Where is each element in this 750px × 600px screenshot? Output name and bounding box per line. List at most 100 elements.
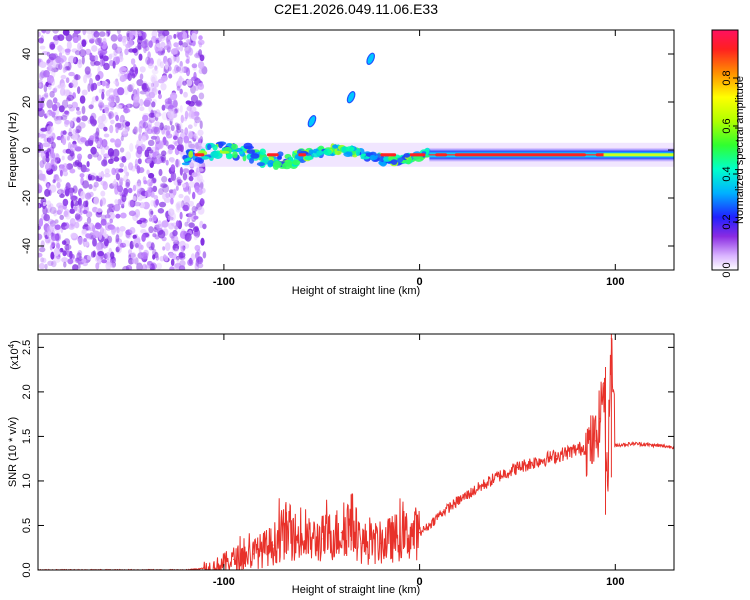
band-blob <box>218 141 224 149</box>
noise-dot <box>187 130 193 140</box>
noise-dot <box>76 252 82 260</box>
noise-dot <box>38 152 41 158</box>
noise-dot <box>117 34 123 42</box>
noise-dot <box>202 251 207 259</box>
noise-dot <box>181 42 189 48</box>
noise-dot <box>166 130 170 136</box>
noise-dot <box>191 172 198 178</box>
band-blob <box>341 146 348 153</box>
noise-dot <box>153 226 158 233</box>
noise-dot <box>90 251 96 258</box>
noise-dot <box>64 188 70 197</box>
noise-dot <box>97 65 101 74</box>
noise-dot <box>79 49 87 58</box>
noise-dot <box>91 45 98 52</box>
noise-dot <box>118 168 124 173</box>
noise-dot <box>39 45 46 50</box>
noise-dot <box>74 221 80 229</box>
noise-dot <box>156 43 162 48</box>
noise-dot <box>104 107 109 114</box>
noise-dot <box>141 82 147 90</box>
noise-dot <box>176 144 183 152</box>
noise-dot <box>191 63 198 69</box>
noise-dot <box>65 215 71 220</box>
noise-dot <box>146 169 150 175</box>
snr-axes: -100 0 100 0.0 0.5 1.0 1.5 2.0 2.5 <box>21 334 674 588</box>
noise-dot <box>161 220 169 228</box>
noise-dot <box>142 114 149 122</box>
noise-dot <box>56 57 64 64</box>
noise-dot <box>86 216 92 224</box>
noise-dot <box>82 209 88 215</box>
noise-dot <box>100 197 107 206</box>
x-tick-label: 100 <box>606 576 624 588</box>
noise-dot <box>65 77 70 84</box>
noise-dot <box>141 233 146 242</box>
noise-dot <box>178 252 186 259</box>
noise-dot <box>132 184 137 192</box>
noise-dot <box>46 59 51 64</box>
noise-dot <box>43 70 50 78</box>
noise-dot <box>67 258 74 265</box>
noise-dot <box>175 158 179 168</box>
noise-dot <box>40 257 45 263</box>
noise-dot <box>200 237 205 246</box>
noise-dot <box>116 30 121 35</box>
noise-dot <box>53 247 60 257</box>
noise-dot <box>38 184 43 193</box>
noise-dot <box>140 229 147 234</box>
noise-dot <box>79 95 86 104</box>
noise-dot <box>100 190 106 197</box>
snr-point <box>634 442 636 445</box>
noise-dot <box>117 87 125 96</box>
noise-dot <box>62 138 67 146</box>
snr-point <box>419 531 421 534</box>
noise-dot <box>179 105 183 113</box>
noise-dot <box>74 213 81 220</box>
snr-point <box>285 529 288 531</box>
noise-dot <box>163 125 169 131</box>
noise-dot <box>79 173 85 178</box>
noise-dot <box>178 40 183 46</box>
noise-dot <box>98 42 104 47</box>
noise-dot <box>59 214 64 220</box>
noise-dot <box>116 226 120 231</box>
noise-dot <box>42 142 50 148</box>
noise-dot <box>46 99 53 109</box>
noise-dot <box>152 185 158 193</box>
noise-dot <box>175 66 182 72</box>
noise-dot <box>52 53 58 59</box>
noise-dot <box>139 106 145 112</box>
noise-dot <box>76 117 81 123</box>
noise-dot <box>188 211 193 220</box>
noise-dot <box>87 33 94 40</box>
noise-dot <box>137 242 142 250</box>
noise-dot <box>79 44 84 50</box>
colorbar-ticks: 0.0 0.2 0.4 0.6 0.8 <box>721 70 738 278</box>
noise-dot <box>125 43 131 49</box>
noise-dot <box>175 46 181 51</box>
snr-point <box>233 558 235 560</box>
noise-dot <box>114 138 122 148</box>
noise-dot <box>182 183 187 188</box>
noise-dot <box>92 238 97 247</box>
noise-dot <box>84 140 90 147</box>
noise-dot <box>144 126 150 132</box>
noise-dot <box>141 252 149 260</box>
noise-dot <box>123 105 129 114</box>
noise-dot <box>158 201 167 208</box>
band-blob <box>272 160 282 168</box>
snr-point <box>497 475 499 478</box>
noise-dot <box>54 118 62 125</box>
noise-dot <box>107 203 114 208</box>
noise-dot <box>151 68 159 75</box>
noise-dot <box>170 258 175 266</box>
noise-dot <box>38 218 44 227</box>
noise-dot <box>202 223 207 230</box>
noise-dot <box>138 123 142 129</box>
noise-dot <box>182 204 189 212</box>
noise-dot <box>139 73 144 80</box>
noise-dot <box>164 255 169 262</box>
noise-dot <box>87 153 93 160</box>
noise-dot <box>68 106 75 112</box>
